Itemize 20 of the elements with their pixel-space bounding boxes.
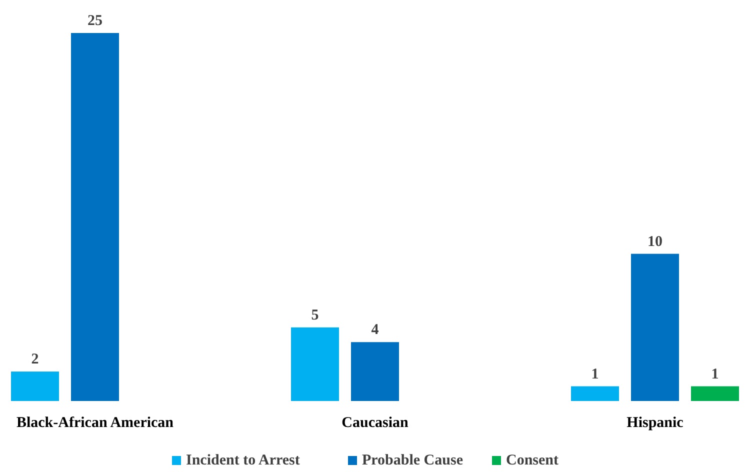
data-label: 1 <box>711 366 719 382</box>
data-label: 2 <box>31 352 39 368</box>
bar <box>11 372 59 401</box>
legend-label: Incident to Arrest <box>186 452 300 468</box>
legend-label: Probable Cause <box>362 452 464 468</box>
bar <box>631 254 679 401</box>
data-label: 10 <box>648 234 662 250</box>
bar <box>691 386 739 401</box>
bar <box>351 342 399 401</box>
data-label: 25 <box>88 13 102 29</box>
x-tick-label: Hispanic <box>626 415 684 431</box>
bar <box>291 327 339 401</box>
data-label: 1 <box>591 366 599 382</box>
x-tick-label: Black-African American <box>16 415 174 431</box>
bar <box>571 386 619 401</box>
data-label: 4 <box>371 322 380 338</box>
legend-label: Consent <box>506 452 559 468</box>
bar <box>71 33 119 401</box>
data-label: 5 <box>311 307 319 324</box>
x-tick-label: Caucasian <box>342 415 409 431</box>
